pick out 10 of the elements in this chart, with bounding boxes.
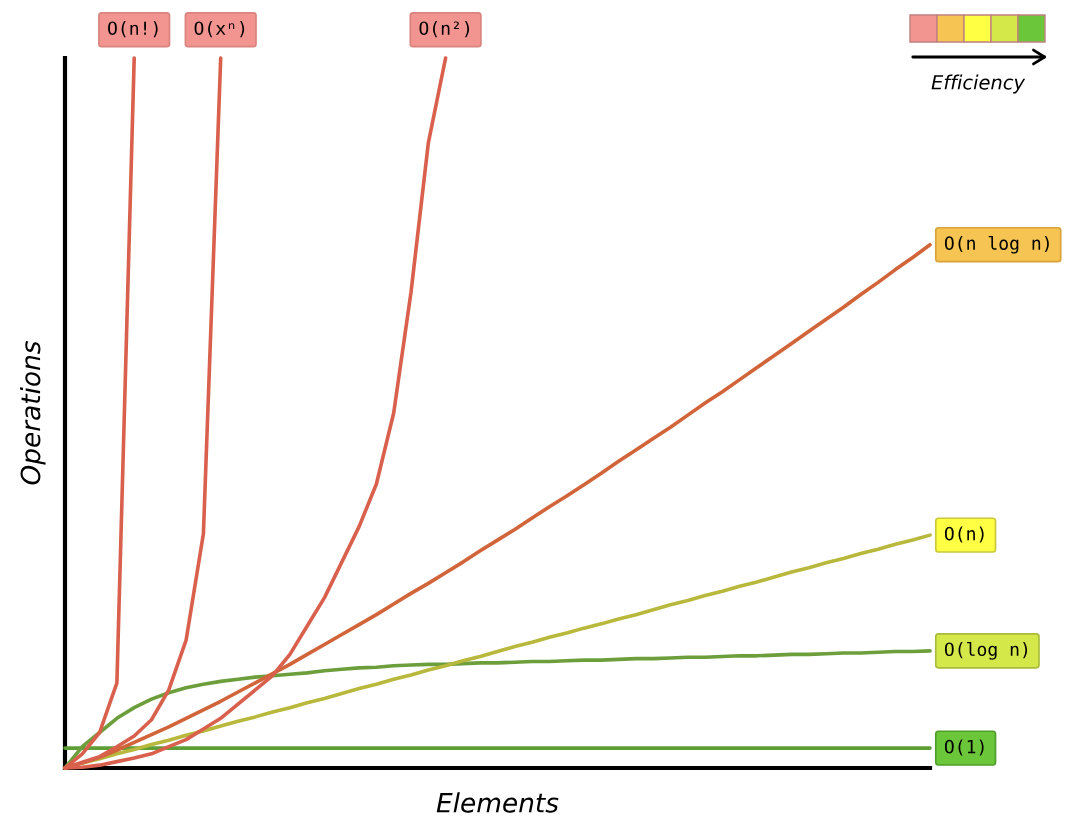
series-label: O(n²) — [419, 21, 470, 38]
series-label: O(1) — [944, 739, 984, 756]
text: Efficiency — [931, 74, 1026, 94]
x-axis-title: Elements — [436, 792, 559, 813]
y-axis-title: Operations — [20, 341, 46, 485]
series-label: O(xⁿ) — [194, 21, 245, 38]
series-label: O(n log n) — [944, 235, 1049, 254]
series-label: O(n!) — [108, 21, 158, 38]
series-label: O(n) — [944, 526, 984, 543]
series-label: O(log n) — [944, 642, 1028, 660]
